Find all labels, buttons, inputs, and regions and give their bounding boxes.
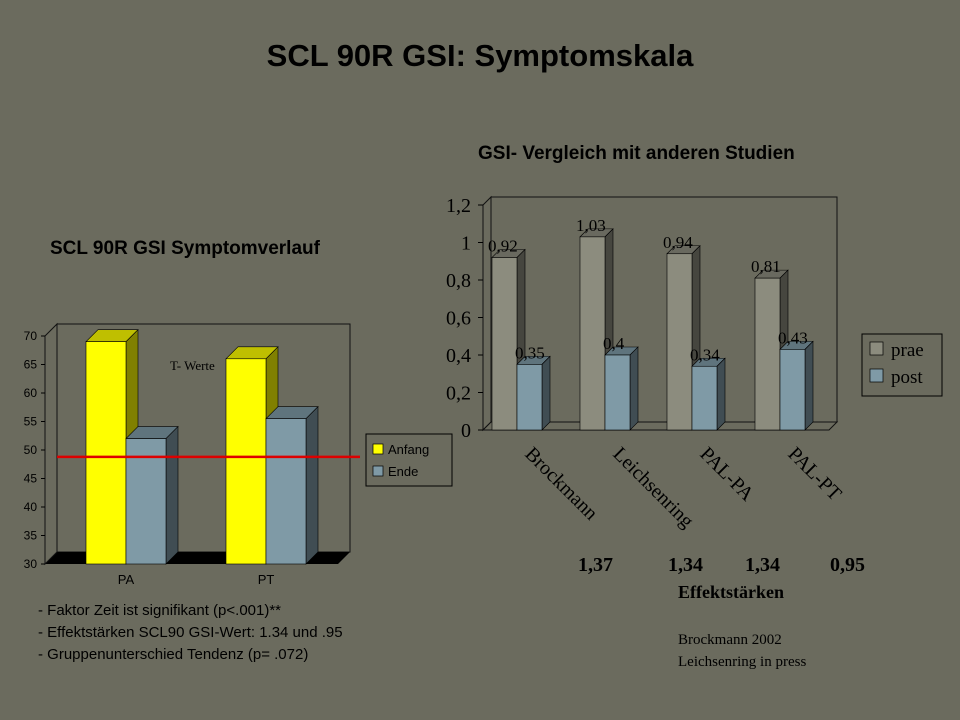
left-legend-label-anfang: Anfang — [388, 442, 429, 457]
left-y-tick-label: 35 — [24, 529, 38, 543]
left-y-tick-label: 55 — [24, 415, 38, 429]
right-y-tick-label: 1,2 — [446, 195, 471, 217]
right-bar-post-pal-pa-side — [716, 357, 726, 431]
right-bar-post-pal-pt-side — [804, 340, 814, 431]
effect-size-pal-pt: 0,95 — [830, 554, 865, 576]
right-legend-label-prae: prae — [891, 340, 924, 361]
left-legend-swatch-anfang — [372, 443, 384, 455]
right-y-tick-label: 0,2 — [446, 383, 471, 405]
right-bar-post-leichsenring-side — [629, 346, 639, 431]
right-data-label: 0,81 — [751, 257, 781, 276]
left-y-tick-label: 30 — [24, 557, 38, 571]
left-x-tick-label: PA — [118, 572, 135, 587]
right-bar-post-pal-pt — [779, 349, 806, 431]
right-bar-prae-pal-pt — [754, 277, 781, 431]
reference-leichsenring: Leichsenring in press — [678, 654, 807, 670]
left-y-tick-label: 60 — [24, 386, 38, 400]
left-annotation: T- Werte — [170, 358, 215, 373]
left-y-tick-label: 45 — [24, 472, 38, 486]
right-data-label: 0,34 — [690, 345, 720, 364]
right-bar-post-pal-pa — [691, 365, 718, 431]
effect-size-label: Effektstärken — [678, 582, 784, 602]
right-x-tick-label: PAL-PA — [695, 443, 758, 506]
right-y-tick-label: 1 — [461, 233, 471, 255]
right-y-tick-label: 0,4 — [446, 345, 471, 367]
effect-size-leichsenring: 1,34 — [668, 554, 703, 576]
left-legend-swatch-ende — [372, 465, 384, 477]
reference-brockmann: Brockmann 2002 — [678, 632, 782, 648]
effect-size-brockmann: 1,37 — [578, 554, 613, 576]
left-legend — [365, 433, 453, 487]
right-bar-post-brockmann — [516, 364, 543, 431]
right-data-label: 1,03 — [576, 216, 606, 235]
note-group-difference: - Gruppenunterschied Tendenz (p= .072) — [38, 646, 309, 663]
right-x-tick-label: Leichsenring — [608, 443, 697, 532]
left-bar-ende-pa — [125, 438, 167, 565]
right-data-label: 0,35 — [515, 343, 545, 362]
left-y-tick-label: 50 — [24, 443, 38, 457]
left-y-tick-label: 65 — [24, 358, 38, 372]
right-bar-post-brockmann-side — [541, 355, 551, 431]
left-bar-anfang-pa — [85, 341, 127, 565]
left-plot-side-wall — [44, 322, 58, 566]
right-legend-swatch-post — [869, 368, 884, 383]
right-x-tick-label: PAL-PT — [783, 443, 845, 505]
right-plot-side-wall — [482, 195, 492, 432]
slide-title: SCL 90R GSI: Symptomskala — [266, 38, 694, 73]
right-y-tick-label: 0,6 — [446, 308, 471, 330]
effect-size-pal-pa: 1,34 — [745, 554, 780, 576]
right-legend-swatch-prae — [869, 341, 884, 356]
right-data-label: 0,92 — [488, 237, 518, 256]
right-bar-post-leichsenring — [604, 354, 631, 431]
right-y-tick-label: 0,8 — [446, 270, 471, 292]
right-bar-prae-pal-pa — [666, 253, 693, 431]
right-data-label: 0,4 — [603, 334, 625, 353]
right-bar-prae-brockmann — [491, 257, 518, 431]
note-factor-time: - Faktor Zeit ist signifikant (p<.001)** — [38, 602, 282, 619]
right-chart-title: GSI- Vergleich mit anderen Studien — [478, 143, 795, 164]
left-chart-title: SCL 90R GSI Symptomverlauf — [50, 238, 320, 259]
left-x-tick-label: PT — [258, 572, 275, 587]
left-legend-label-ende: Ende — [388, 464, 418, 479]
note-effect-sizes: - Effektstärken SCL90 GSI-Wert: 1.34 und… — [38, 624, 343, 641]
right-bar-prae-leichsenring — [579, 236, 606, 431]
left-y-tick-label: 70 — [24, 329, 38, 343]
left-bar-anfang-pt — [225, 358, 267, 565]
left-bar-ende-pt — [265, 418, 307, 565]
right-data-label: 0,94 — [663, 233, 693, 252]
right-data-label: 0,43 — [778, 328, 808, 347]
right-legend-label-post: post — [891, 367, 923, 388]
right-x-tick-label: Brockmann — [520, 443, 602, 525]
right-y-tick-label: 0 — [461, 420, 471, 442]
left-y-tick-label: 40 — [24, 500, 38, 514]
